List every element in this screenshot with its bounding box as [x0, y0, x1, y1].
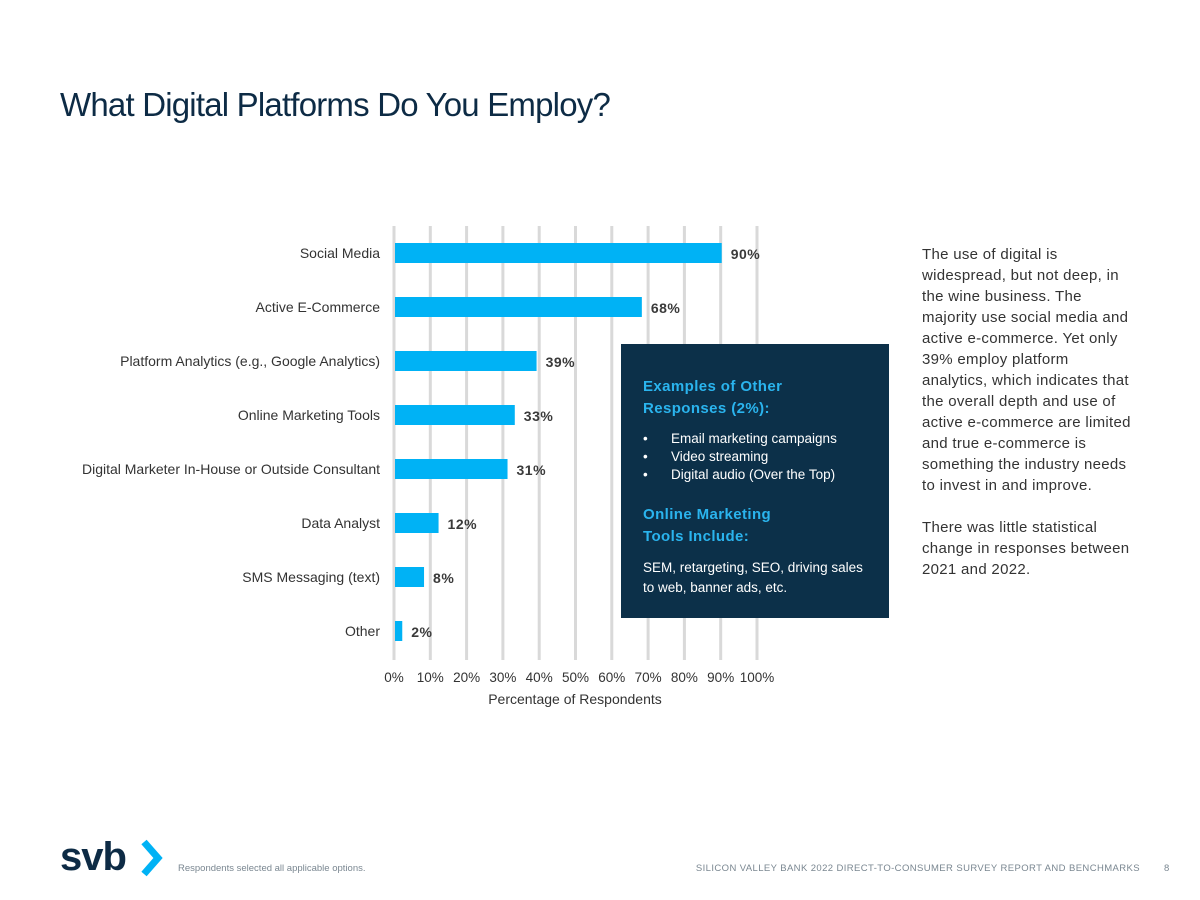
page-title: What Digital Platforms Do You Employ? [60, 86, 611, 123]
x-tick-label: 70% [635, 670, 662, 685]
data-label: 33% [524, 408, 554, 424]
bar [395, 459, 508, 479]
x-tick-label: 90% [707, 670, 734, 685]
callout-heading-marketing: Online Marketing Tools Include: [643, 506, 772, 545]
x-axis-ticks: 0% 10% 20% 30% 40% 50% 60% 70% 80% 90% 100% [384, 670, 774, 685]
x-axis-title: Percentage of Respondents [488, 691, 662, 707]
data-label: 12% [448, 516, 478, 532]
bar [395, 351, 537, 371]
bar [395, 567, 425, 587]
x-tick-label: 30% [489, 670, 516, 685]
x-tick-label: 40% [526, 670, 553, 685]
data-label: 2% [411, 624, 432, 640]
report-footer: SILICON VALLEY BANK 2022 DIRECT-TO-CONSU… [695, 863, 1140, 874]
chart-labels: Social Media 90% Active E-Commerce 68% Platf… [82, 245, 760, 640]
bar [395, 513, 439, 533]
callout-heading-other: Examples of Other Responses (2%): [643, 378, 783, 417]
x-tick-label: 100% [740, 670, 775, 685]
category-label: Other [345, 623, 380, 639]
footnote: Respondents selected all applicable opti… [178, 863, 366, 874]
callout-box: Examples of Other Responses (2%): Email … [621, 344, 889, 618]
chart-bars [395, 243, 722, 641]
x-tick-label: 60% [598, 670, 625, 685]
callout-list-item: Digital audio (Over the Top) [643, 466, 875, 484]
data-label: 31% [517, 462, 547, 478]
x-tick-label: 10% [417, 670, 444, 685]
callout-list-item: Email marketing campaigns [643, 430, 875, 448]
category-label: Platform Analytics (e.g., Google Analyti… [120, 353, 380, 369]
category-label: SMS Messaging (text) [242, 569, 380, 585]
x-tick-label: 80% [671, 670, 698, 685]
commentary-paragraph-1: The use of digital is widespread, but no… [922, 246, 1131, 494]
callout-list-item: Video streaming [643, 448, 875, 466]
bar [395, 297, 642, 317]
svb-logo-text: svb [60, 836, 126, 879]
bar [395, 243, 722, 263]
category-label: Active E-Commerce [256, 299, 381, 315]
x-tick-label: 50% [562, 670, 589, 685]
bar [395, 405, 515, 425]
category-label: Data Analyst [301, 515, 380, 531]
chevron-right-icon [141, 839, 163, 877]
commentary-text: The use of digital is widespread, but no… [922, 244, 1137, 580]
data-label: 68% [651, 300, 681, 316]
x-tick-label: 0% [384, 670, 404, 685]
callout-list: Email marketing campaigns Video streamin… [643, 430, 875, 484]
category-label: Digital Marketer In-House or Outside Con… [82, 461, 380, 477]
commentary-paragraph-2: There was little statistical change in r… [922, 519, 1130, 578]
data-label: 90% [731, 246, 761, 262]
x-tick-label: 20% [453, 670, 480, 685]
category-label: Social Media [300, 245, 380, 261]
data-label: 39% [546, 354, 576, 370]
bar [395, 621, 403, 641]
data-label: 8% [433, 570, 454, 586]
category-label: Online Marketing Tools [238, 407, 380, 423]
callout-marketing-text: SEM, retargeting, SEO, driving sales to … [643, 560, 863, 595]
page-number: 8 [1164, 863, 1170, 874]
svb-logo: svb [60, 836, 163, 879]
